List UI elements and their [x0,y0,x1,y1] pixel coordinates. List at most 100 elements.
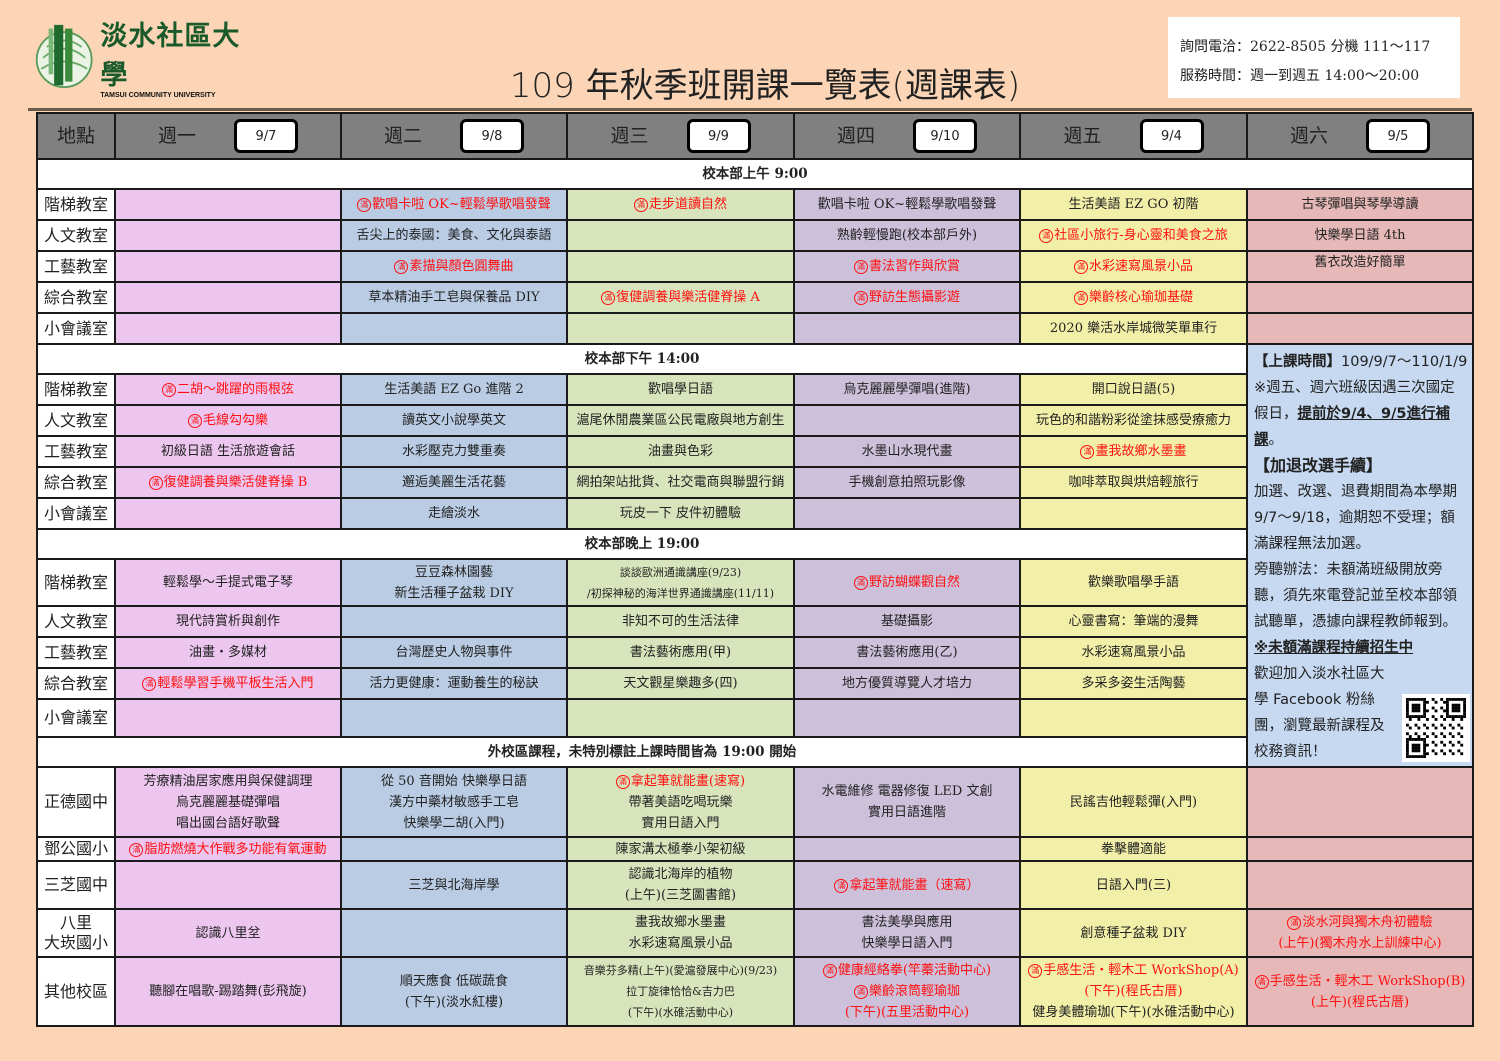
course-name: 基礎攝影 [796,611,1018,632]
course-title: 烏克麗麗基礎彈唱 [175,794,280,810]
course-name: 芳療精油居家應用與保健調理 [117,771,339,792]
course-cell: 談談歐洲通識講座(9/23) /初探神秘的海洋世界通識講座(11/11) [566,558,795,607]
course-title: 聽腳在唱歌-踢踏舞(彭飛旋) [149,984,307,999]
course-cell: 讀英文小說學英文 [340,404,568,437]
room-row: 工藝教室 油畫・多媒材 台灣歷史人物與事件 書法藝術應用(甲) 書法藝術應用(乙) 水彩速… [36,636,1473,669]
room-row: 三芝國中 三芝與北海岸學 認識北海岸的植物 (上午)(三芝圖書館) 滿拿起筆就能畫（速寫… [36,860,1474,910]
course-cell [793,836,1021,862]
qr-code[interactable] [1402,694,1470,762]
course-cell [793,698,1021,738]
course-cell: 認識北海岸的植物 (上午)(三芝圖書館) [566,860,795,910]
course-title: 熟齡輕慢跑(校本部戶外) [836,228,978,243]
course-title: 邂逅美麗生活花藝 [401,475,506,490]
course-title: 網拍架站批貨、社交電商與聯盟行銷 [576,475,785,490]
course-title: 水彩壓克力雙重奏 [401,444,506,459]
course-title: 拿起筆就能畫（速寫） [849,877,980,893]
course-full: 滿歡唱卡啦 OK~輕鬆學歌唱發聲 [343,194,565,215]
course-full: 滿健康經絡拳(竿蓁活動中心) [796,960,1018,981]
course-name: 多采多姿生活陶藝 [1022,673,1245,694]
room-row: 小會議室 2020 樂活水岸城微笑單車行 [36,312,1474,345]
full-mark-icon: 滿 [853,291,868,305]
course-cell [793,497,1021,530]
course-name: 烏克麗麗學彈唱(進階) [796,379,1018,400]
course-title: (下午)(淡水紅樓) [404,994,504,1010]
room-name-line: 八里 [59,913,92,932]
day-label: 週五 [1063,124,1102,147]
course-title: 快樂學日語 4th [1314,228,1406,243]
course-cell: 心靈書寫：筆端的漫舞 [1019,605,1248,638]
room-name: 人文教室 [36,404,116,437]
course-title: (下午)(水碓活動中心) [627,1006,734,1019]
course-cell: 滿野訪生態攝影遊 [793,281,1021,314]
day-label: 週三 [610,124,649,147]
course-name: 手機創意拍照玩影像 [796,472,1018,493]
course-cell: 書法美學與應用 快樂學日語入門 [793,908,1021,958]
class-period: 【上課時間】109/9/7～110/1/9 [1254,349,1468,375]
course-name: 認識八里坌 [117,923,339,944]
day-header: 週一 9/7 [114,112,342,160]
course-name: 實用日語進階 [796,802,1018,823]
course-title: 玩色的和諧粉彩從塗抹感受療癒力 [1035,413,1231,428]
room-name-line: 工藝教室 [44,441,109,461]
qr-code-icon [1406,698,1466,758]
location-header: 地點 [36,112,116,160]
day-label: 週四 [836,124,875,147]
course-title: 樂齡滾筒輕瑜珈 [868,984,960,999]
course-title: 水彩速寫風景小品 [1088,259,1193,274]
course-title: 素描與顏色圓舞曲 [409,259,514,274]
date-box: 9/10 [913,119,977,153]
course-title: 健康經絡拳(竿蓁活動中心) [837,963,992,978]
full-mark-icon: 滿 [394,260,409,274]
course-cell: 熟齡輕慢跑(校本部戶外) [793,219,1021,252]
course-title: 書法藝術應用(乙) [856,645,958,660]
course-title: 脂肪燃燒大作戰多功能有氧運動 [144,841,327,857]
course-title: 認識八里坌 [195,925,261,941]
course-title: 手感生活・輕木工 WorkShop(A) [1043,963,1239,978]
room-name: 人文教室 [36,605,116,638]
full-mark-icon: 滿 [1073,260,1088,274]
course-title: 初級日語 生活旅遊會話 [160,444,296,459]
course-name: 舌尖上的泰國：美食、文化與泰語 [343,225,565,246]
room-name: 階梯教室 [36,373,116,406]
room-row: 小會議室 走繪淡水 玩皮一下 皮件初體驗 [36,497,1473,530]
course-title: 草本精油手工皂與保養品 DIY [368,290,540,305]
full-mark-icon: 滿 [187,414,202,428]
course-full: 滿書法習作與欣賞 [796,256,1018,277]
course-cell: 滿樂齡核心瑜珈基礎 [1019,281,1248,314]
course-title: 復健調養與樂活健脊操 A [616,290,760,305]
contact-info-box: 詢問電洽：2622-8505 分機 111～117 服務時間：週一到週五 14:… [1168,17,1460,98]
course-title: 陳家溝太極拳小架初級 [615,841,746,857]
course-name: 生活美語 EZ Go 進階 2 [343,379,565,400]
section-header-row: 校本部下午 14:00 【上課時間】109/9/7～110/1/9 ※週五、週六班級… [36,343,1474,768]
course-title: 書法美學與應用 [861,915,953,930]
course-cell [566,219,795,252]
course-full: 滿拿起筆就能畫（速寫） [796,875,1018,896]
course-full: 滿二胡～跳躍的雨根弦 [117,379,339,400]
course-title: 生活美語 EZ Go 進階 2 [384,382,524,397]
course-name: (上午)(程氏古厝) [1249,992,1471,1013]
course-title: 水彩速寫風景小品 [628,936,733,951]
course-cell: 水彩壓克力雙重奏 [340,435,568,468]
course-cell: 滿畫我故鄉水墨畫 [1019,435,1248,468]
day-label: 週六 [1289,124,1328,147]
course-title: 手感生活・輕木工 WorkShop(B) [1269,973,1466,989]
full-mark-icon: 滿 [853,576,868,590]
logo: 淡水社區大學 TAMSUI COMMUNITY UNIVERSITY [34,16,254,99]
day-header: 週三 9/9 [566,112,795,160]
course-title: 實用日語進階 [867,805,946,820]
course-cell: 水電維修 電器修復 LED 文創 實用日語進階 [793,766,1021,838]
course-cell: 輕鬆學～手提式電子琴 [114,558,342,607]
course-title: (上午)(三芝圖書館) [624,888,737,903]
course-name: (上午)(三芝圖書館) [569,885,792,906]
course-cell: 滿水彩速寫風景小品 [1019,250,1248,283]
course-cell: 三芝與北海岸學 [340,860,568,910]
room-row: 階梯教室滿歡唱卡啦 OK~輕鬆學歌唱發聲滿走步道讀自然 歡唱卡啦 OK~輕鬆學歌唱… [36,188,1474,221]
room-name-line: 綜合教室 [44,472,109,492]
room-name: 綜合教室 [36,667,116,700]
section-title: 校本部下午 14:00 [36,343,1248,375]
course-title: 漢方中藥材敏感手工皂 [388,794,519,810]
day-header: 週五 9/4 [1019,112,1248,160]
course-cell: 走繪淡水 [340,497,568,530]
course-cell: 畫我故鄉水墨畫 水彩速寫風景小品 [566,908,795,958]
course-cell [340,312,568,345]
